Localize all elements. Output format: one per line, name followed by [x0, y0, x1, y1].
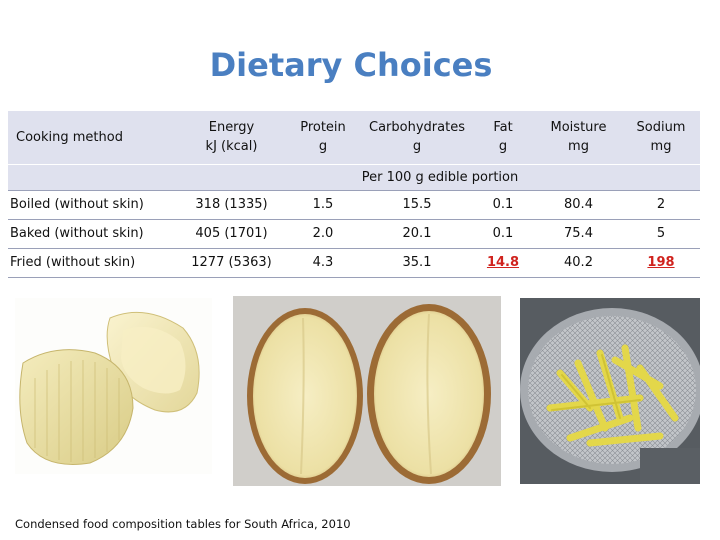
cell-method: Baked (without skin): [8, 218, 180, 248]
cell-carbohydrates: 20.1: [363, 218, 471, 248]
cell-sodium-highlight: 198: [622, 247, 700, 278]
header-protein: Protein g: [283, 111, 363, 164]
per-100g-label: Per 100 g edible portion: [180, 163, 700, 190]
page-title: Dietary Choices: [209, 46, 493, 84]
cell-energy: 405 (1701): [180, 218, 283, 248]
cell-protein: 2.0: [283, 218, 363, 248]
cell-moisture: 80.4: [535, 189, 622, 219]
cell-energy: 318 (1335): [180, 189, 283, 219]
header-energy: Energy kJ (kcal): [180, 111, 283, 164]
header-cooking-method: Cooking method: [8, 111, 180, 164]
header-moisture: Moisture mg: [535, 111, 622, 164]
cell-sodium: 2: [622, 189, 700, 219]
cell-sodium: 5: [622, 218, 700, 248]
cell-moisture: 75.4: [535, 218, 622, 248]
fried-potato-photo: [520, 298, 700, 484]
table-row-fried: Fried (without skin) 1277 (5363) 4.3 35.…: [8, 247, 700, 278]
cell-method: Fried (without skin): [8, 247, 180, 278]
cell-protein: 1.5: [283, 189, 363, 219]
header-fat: Fat g: [471, 111, 535, 164]
baked-potato-photo: [233, 296, 501, 486]
cell-energy: 1277 (5363): [180, 247, 283, 278]
source-caption: Condensed food composition tables for So…: [15, 517, 351, 531]
table-subheader-row: Per 100 g edible portion: [8, 163, 700, 190]
cell-carbohydrates: 15.5: [363, 189, 471, 219]
table-row-boiled: Boiled (without skin) 318 (1335) 1.5 15.…: [8, 189, 700, 219]
nutrition-table: Cooking method Energy kJ (kcal) Protein g …: [8, 111, 700, 278]
cell-carbohydrates: 35.1: [363, 247, 471, 278]
boiled-potato-photo: [15, 298, 212, 474]
cell-method: Boiled (without skin): [8, 189, 180, 219]
cell-protein: 4.3: [283, 247, 363, 278]
table-row-baked: Baked (without skin) 405 (1701) 2.0 20.1…: [8, 218, 700, 248]
cell-fat: 0.1: [471, 218, 535, 248]
table-header-row: Cooking method Energy kJ (kcal) Protein g …: [8, 111, 700, 164]
cell-fat: 0.1: [471, 189, 535, 219]
cell-fat-highlight: 14.8: [471, 247, 535, 278]
header-sodium: Sodium mg: [622, 111, 700, 164]
header-carbohydrates: Carbohydrates g: [363, 111, 471, 164]
cell-moisture: 40.2: [535, 247, 622, 278]
